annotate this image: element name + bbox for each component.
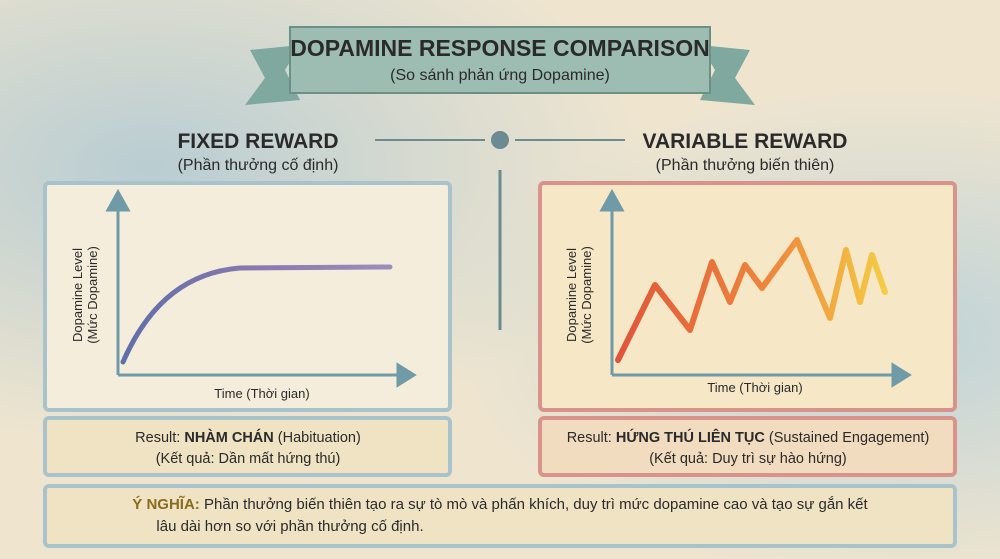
footer-line: Ý NGHĨA: Phần thưởng biến thiên tạo ra s… — [132, 495, 868, 513]
result-note: (Kết quả: Duy trì sự hào hứng) — [649, 451, 847, 467]
result-line: Result: HỨNG THÚ LIÊN TỤC (Sustained Eng… — [567, 428, 930, 446]
y-sublabel: (Mức Dopamine) — [579, 246, 594, 344]
result-line: Result: NHÀM CHÁN (Habituation) — [135, 429, 361, 446]
subtitle: (So sánh phản ứng Dopamine) — [390, 67, 610, 84]
result-emphasis: HỨNG THÚ LIÊN TỤC — [616, 428, 765, 446]
footer-box — [43, 484, 957, 548]
axes — [599, 188, 912, 388]
fixed-curve — [120, 264, 393, 365]
axes — [105, 188, 417, 388]
result-suffix: (Sustained Engagement) — [769, 430, 929, 446]
result-prefix: Result: — [567, 430, 612, 446]
result-note: (Kết quả: Dần mất hứng thú) — [156, 451, 341, 467]
divider — [375, 131, 625, 330]
x-label: Time (Thời gian) — [707, 380, 802, 395]
footer-label: Ý NGHĨA: — [132, 495, 200, 513]
y-label: Dopamine Level — [564, 248, 579, 342]
footer-text: Phần thưởng biến thiên tạo ra sự tò mò v… — [204, 496, 869, 513]
x-label: Time (Thời gian) — [214, 386, 309, 401]
panel-subtitle: (Phần thưởng biến thiên) — [656, 157, 835, 174]
title: DOPAMINE RESPONSE COMPARISON — [290, 35, 710, 61]
panel-title: FIXED REWARD — [177, 130, 338, 153]
chart-box — [43, 181, 452, 412]
footer-line: lâu dài hơn so với phần thưởng cố định. — [156, 518, 423, 535]
variable-curve — [615, 237, 888, 363]
result-prefix: Result: — [135, 430, 180, 446]
panel-subtitle: (Phần thưởng cố định) — [178, 157, 339, 174]
y-sublabel: (Mức Dopamine) — [85, 246, 100, 344]
result-box — [538, 416, 957, 477]
chart-box — [538, 181, 957, 412]
result-suffix: (Habituation) — [278, 430, 361, 446]
y-label: Dopamine Level — [70, 248, 85, 342]
banner — [245, 26, 755, 105]
result-emphasis: NHÀM CHÁN — [184, 429, 273, 446]
panel-title: VARIABLE REWARD — [643, 130, 848, 153]
result-box — [43, 416, 452, 477]
